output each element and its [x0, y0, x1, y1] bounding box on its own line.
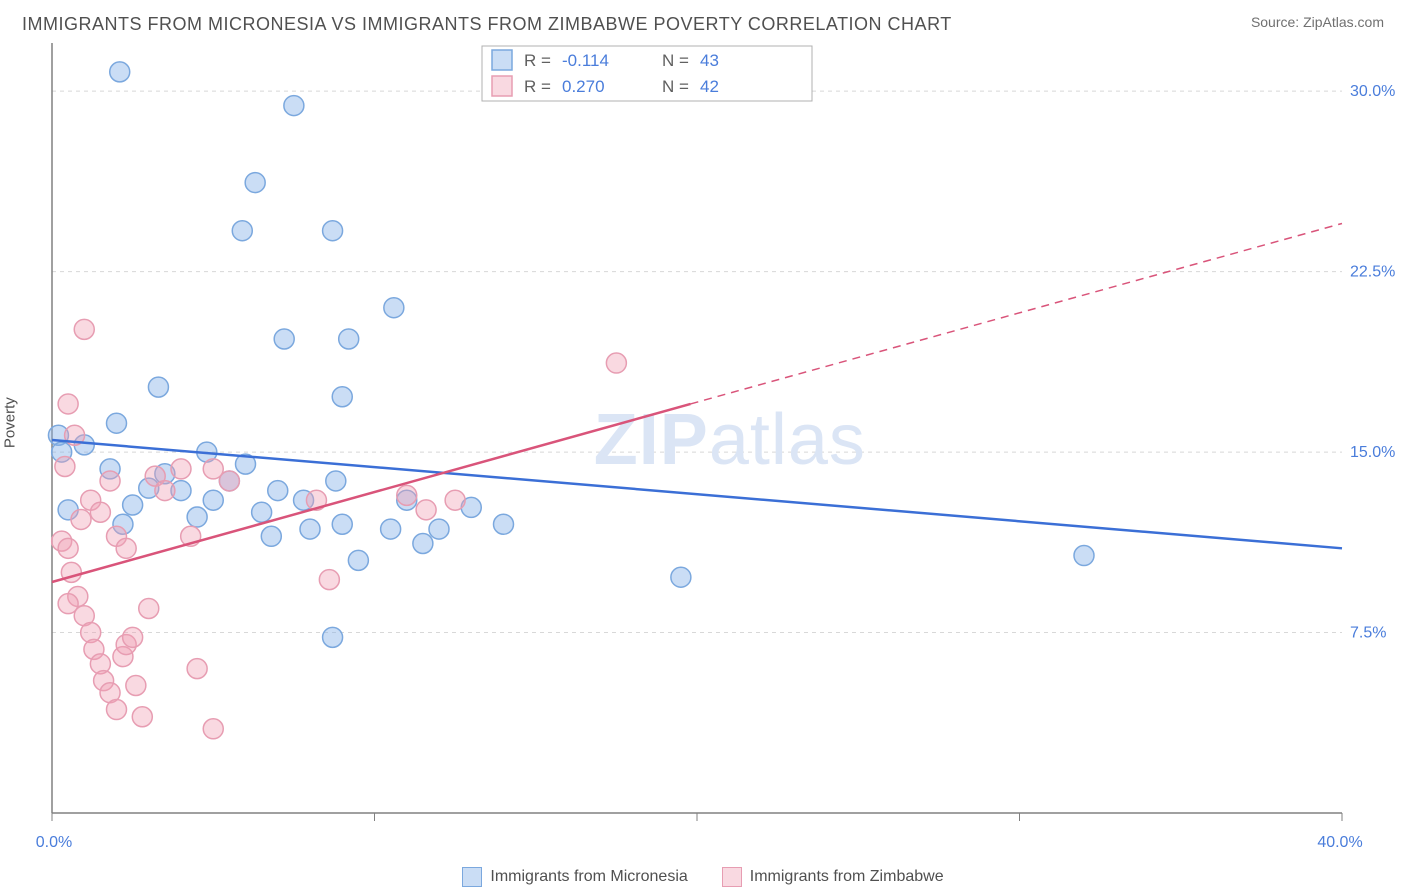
data-point: [1074, 546, 1094, 566]
data-point: [323, 627, 343, 647]
legend-swatch: [722, 867, 742, 887]
data-point: [332, 514, 352, 534]
legend-stat: 43: [700, 51, 719, 70]
legend-stat: N =: [662, 77, 689, 96]
data-point: [429, 519, 449, 539]
data-point: [323, 221, 343, 241]
data-point: [171, 459, 191, 479]
data-point: [126, 675, 146, 695]
legend-bottom: Immigrants from Micronesia Immigrants fro…: [22, 867, 1384, 887]
data-point: [187, 659, 207, 679]
legend-stat: R =: [524, 77, 551, 96]
data-point: [107, 700, 127, 720]
legend-item: Immigrants from Zimbabwe: [722, 867, 944, 887]
data-point: [55, 457, 75, 477]
x-tick-label: 40.0%: [1317, 834, 1362, 851]
data-point: [494, 514, 514, 534]
chart-title: IMMIGRANTS FROM MICRONESIA VS IMMIGRANTS…: [22, 14, 952, 35]
data-point: [187, 507, 207, 527]
data-point: [74, 319, 94, 339]
data-point: [245, 173, 265, 193]
data-point: [261, 526, 281, 546]
data-point: [284, 96, 304, 116]
data-point: [123, 495, 143, 515]
legend-label: Immigrants from Micronesia: [490, 868, 687, 886]
data-point: [219, 471, 239, 491]
data-point: [107, 413, 127, 433]
data-point: [268, 481, 288, 501]
data-point: [606, 353, 626, 373]
data-point: [332, 387, 352, 407]
data-point: [232, 221, 252, 241]
legend-swatch: [462, 867, 482, 887]
legend-stat: 0.270: [562, 77, 605, 96]
data-point: [416, 500, 436, 520]
source-label: Source: ZipAtlas.com: [1251, 14, 1384, 30]
data-point: [445, 490, 465, 510]
data-point: [413, 534, 433, 554]
data-point: [384, 298, 404, 318]
y-tick-label: 22.5%: [1350, 264, 1395, 281]
legend-stat: N =: [662, 51, 689, 70]
data-point: [155, 481, 175, 501]
watermark: ZIPatlas: [594, 400, 866, 480]
data-point: [90, 502, 110, 522]
data-point: [58, 394, 78, 414]
data-point: [58, 538, 78, 558]
data-point: [110, 62, 130, 82]
y-tick-label: 30.0%: [1350, 83, 1395, 100]
regression-line-dashed: [691, 223, 1342, 403]
chart-container: Poverty 7.5%15.0%22.5%30.0%0.0%40.0%ZIPa…: [22, 43, 1384, 887]
y-tick-label: 15.0%: [1350, 444, 1395, 461]
legend-stat: R =: [524, 51, 551, 70]
legend-stat: 42: [700, 77, 719, 96]
data-point: [116, 538, 136, 558]
data-point: [274, 329, 294, 349]
scatter-chart: 7.5% 15.0% 22.5% 30.0% 0.0% 40.0% ZIPatlas R =-…: [22, 43, 1402, 863]
data-point: [252, 502, 272, 522]
data-point: [319, 570, 339, 590]
data-point: [381, 519, 401, 539]
legend-label: Immigrants from Zimbabwe: [750, 868, 944, 886]
data-point: [300, 519, 320, 539]
data-point: [100, 471, 120, 491]
header: IMMIGRANTS FROM MICRONESIA VS IMMIGRANTS…: [0, 0, 1406, 43]
data-point: [203, 719, 223, 739]
legend-item: Immigrants from Micronesia: [462, 867, 687, 887]
data-point: [397, 485, 417, 505]
data-point: [148, 377, 168, 397]
data-point: [132, 707, 152, 727]
x-tick-label: 0.0%: [36, 834, 72, 851]
y-tick-label: 7.5%: [1350, 625, 1386, 642]
data-point: [71, 509, 91, 529]
legend-stat: -0.114: [562, 51, 609, 70]
data-point: [203, 490, 223, 510]
legend-top: R = -0.114 N = 43 R = 0.270 N = 42: [482, 46, 812, 101]
data-point: [123, 627, 143, 647]
data-point: [671, 567, 691, 587]
data-point: [326, 471, 346, 491]
data-point: [348, 550, 368, 570]
data-point: [339, 329, 359, 349]
data-point: [139, 598, 159, 618]
y-axis-label: Poverty: [2, 397, 19, 448]
